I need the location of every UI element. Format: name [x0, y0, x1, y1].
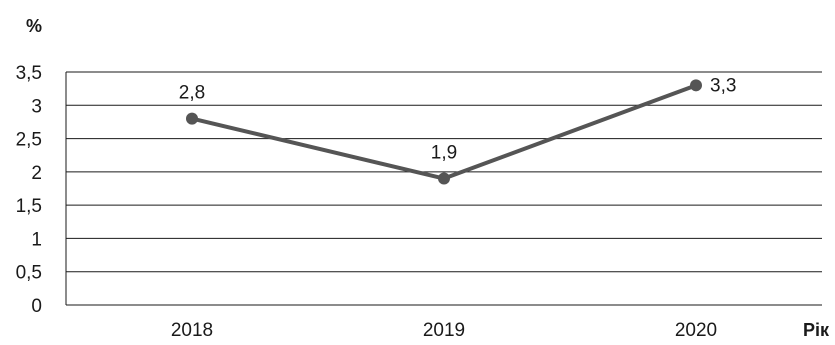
x-tick-label: 2018 [171, 320, 213, 341]
y-tick-label: 1,5 [16, 196, 42, 217]
data-label: 3,3 [710, 75, 736, 96]
data-point-marker [438, 172, 450, 185]
series-line [191, 83, 697, 181]
y-tick-labels: 0 0,5 1 1,5 2 2,5 3 3,5 [16, 63, 42, 317]
data-label: 2,8 [179, 83, 205, 104]
series-layer [186, 79, 702, 185]
gridlines [65, 71, 822, 306]
y-tick-label: 3 [31, 96, 42, 117]
y-tick-label: 1 [31, 229, 42, 250]
data-labels: 2,8 1,9 3,3 [179, 75, 737, 163]
y-tick-label: 0 [31, 296, 42, 317]
x-tick-labels: 2018 2019 2020 [171, 320, 717, 341]
y-tick-label: 0,5 [16, 263, 42, 284]
y-tick-label: 2,5 [16, 130, 42, 151]
y-tick-label: 2 [31, 163, 42, 184]
data-point-marker [690, 79, 702, 92]
x-axis-title: Рік [803, 320, 830, 340]
y-tick-label: 3,5 [16, 63, 42, 84]
data-label: 1,9 [431, 143, 457, 164]
x-tick-label: 2020 [675, 320, 717, 341]
y-axis-title: % [26, 16, 42, 36]
x-tick-label: 2019 [423, 320, 465, 341]
data-point-marker [186, 112, 198, 125]
